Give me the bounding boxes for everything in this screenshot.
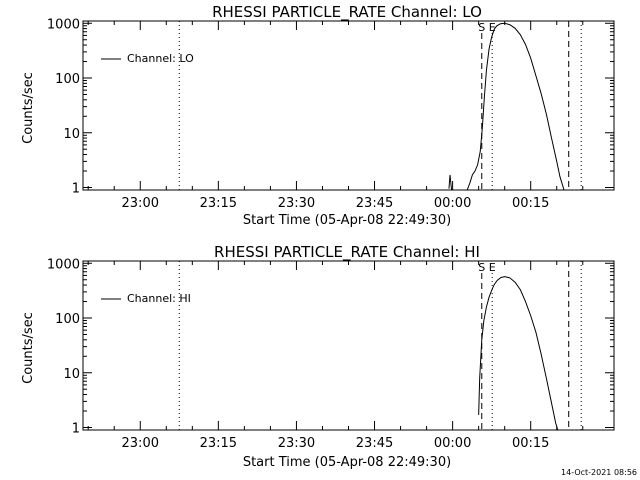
panel-hi-legend-label: Channel: HI — [127, 292, 191, 305]
panel-hi-plot: 23:00 23:15 23:30 23:45 00:00 00:15 1 10 100 1000… — [47, 257, 615, 451]
panel-lo-marker-label-e: E — [489, 21, 496, 34]
panel-hi-ytick-label: 1000 — [47, 257, 80, 272]
panel-hi-xtick-label: 23:45 — [356, 436, 393, 451]
panel-lo-marker-label-s: S — [478, 21, 485, 34]
panel-hi-xlabel: Start Time (05-Apr-08 22:49:30) — [243, 455, 451, 470]
panel-hi-ylabel: Counts/sec — [21, 312, 36, 384]
panel-lo-ytick-label: 10 — [63, 127, 80, 142]
panel-hi-xtick-label: 23:00 — [122, 436, 159, 451]
panel-hi-xtick-label: 23:15 — [200, 436, 237, 451]
panel-lo-ylabel: Counts/sec — [21, 72, 36, 144]
panel-hi-xtick-label: 23:30 — [278, 436, 315, 451]
panel-lo-xtick-label: 23:00 — [122, 196, 159, 211]
panel-lo-xtick-label: 23:45 — [356, 196, 393, 211]
panel-hi-xtick-label: 00:15 — [512, 436, 549, 451]
panel-lo-xtick-label: 00:15 — [512, 196, 549, 211]
panel-hi-xtick-label: 00:00 — [434, 436, 471, 451]
panel-lo-ytick-label: 1000 — [47, 17, 80, 32]
panel-lo-xtick-label: 00:00 — [434, 196, 471, 211]
panel-hi-marker-label-e: E — [489, 261, 496, 274]
panel-lo-title: RHESSI PARTICLE_RATE Channel: LO — [212, 3, 482, 22]
panel-lo-ytick-label: 100 — [55, 72, 80, 87]
panel-lo-legend-label: Channel: LO — [127, 52, 194, 65]
timestamp-label: 14-Oct-2021 08:56 — [561, 468, 637, 477]
panel-lo-xtick-label: 23:15 — [200, 196, 237, 211]
panel-lo-xtick-label: 23:30 — [278, 196, 315, 211]
panel-hi-ytick-label: 1 — [72, 421, 80, 436]
panel-hi-title: RHESSI PARTICLE_RATE Channel: HI — [214, 243, 480, 262]
panel-lo-ytick-label: 1 — [72, 181, 80, 196]
panel-lo-series-line — [448, 22, 565, 191]
panel-hi-marker-label-s: S — [478, 261, 485, 274]
panel-hi-ytick-label: 10 — [63, 367, 80, 382]
panel-hi-ytick-label: 100 — [55, 312, 80, 327]
panel-lo-plot: 23:00 23:15 23:30 23:45 00:00 00:15 1 10 100 1000… — [47, 17, 615, 211]
panel-lo-xlabel: Start Time (05-Apr-08 22:49:30) — [243, 213, 451, 228]
panel-hi-series-line — [478, 276, 559, 431]
